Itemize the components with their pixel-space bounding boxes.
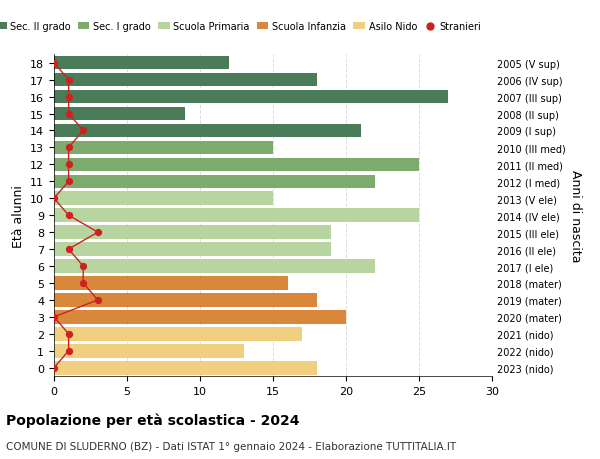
Bar <box>54 344 244 358</box>
Point <box>49 364 59 372</box>
Bar <box>54 243 331 256</box>
Bar <box>54 74 317 87</box>
Point <box>93 297 103 304</box>
Legend: Sec. II grado, Sec. I grado, Scuola Primaria, Scuola Infanzia, Asilo Nido, Stran: Sec. II grado, Sec. I grado, Scuola Prim… <box>0 18 485 36</box>
Point <box>79 280 88 287</box>
Bar <box>54 124 361 138</box>
Bar <box>54 277 287 290</box>
Point <box>64 212 73 219</box>
Point <box>64 111 73 118</box>
Point <box>79 263 88 270</box>
Bar <box>54 57 229 70</box>
Text: COMUNE DI SLUDERNO (BZ) - Dati ISTAT 1° gennaio 2024 - Elaborazione TUTTITALIA.I: COMUNE DI SLUDERNO (BZ) - Dati ISTAT 1° … <box>6 441 456 451</box>
Point <box>93 229 103 236</box>
Bar <box>54 226 331 240</box>
Y-axis label: Anni di nascita: Anni di nascita <box>569 169 582 262</box>
Bar <box>54 192 273 206</box>
Bar <box>54 327 302 341</box>
Point <box>64 347 73 355</box>
Point <box>64 94 73 101</box>
Point <box>64 330 73 338</box>
Point <box>64 77 73 84</box>
Point <box>64 161 73 168</box>
Bar <box>54 260 375 273</box>
Bar <box>54 310 346 324</box>
Point <box>49 195 59 202</box>
Bar <box>54 361 317 375</box>
Point <box>64 145 73 152</box>
Text: Popolazione per età scolastica - 2024: Popolazione per età scolastica - 2024 <box>6 413 299 428</box>
Bar <box>54 141 273 155</box>
Point <box>64 178 73 185</box>
Point <box>64 246 73 253</box>
Bar <box>54 158 419 172</box>
Point <box>49 60 59 67</box>
Bar <box>54 107 185 121</box>
Point <box>49 313 59 321</box>
Bar <box>54 293 317 307</box>
Y-axis label: Età alunni: Età alunni <box>11 185 25 247</box>
Bar <box>54 175 375 189</box>
Point <box>79 128 88 135</box>
Bar <box>54 209 419 223</box>
Bar <box>54 90 448 104</box>
